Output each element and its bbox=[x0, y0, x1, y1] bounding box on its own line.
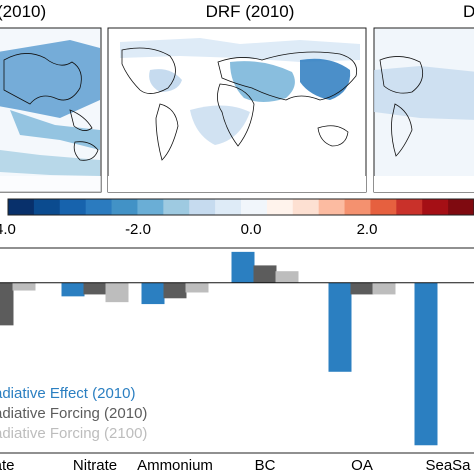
coastline bbox=[69, 109, 93, 131]
antarctica bbox=[0, 176, 101, 192]
x-tick-label: fate bbox=[0, 457, 15, 474]
map-panel-3 bbox=[373, 27, 474, 193]
map-panel-1 bbox=[0, 27, 102, 193]
map-title-3: D bbox=[463, 2, 474, 21]
colorbar-swatch bbox=[318, 199, 346, 215]
colorbar-swatch bbox=[292, 199, 320, 215]
colorbar-label: 2.0 bbox=[357, 221, 378, 238]
map-panels bbox=[0, 27, 474, 193]
bar bbox=[61, 282, 85, 297]
aerosol-field bbox=[10, 110, 100, 150]
colorbar-swatch bbox=[370, 199, 397, 215]
bar bbox=[0, 282, 14, 326]
colorbar-swatch bbox=[137, 199, 164, 215]
map-title-1: (2010) bbox=[0, 2, 46, 21]
legend-entry-1: adiative Effect (2010) bbox=[0, 385, 135, 402]
colorbar-swatch bbox=[396, 199, 423, 215]
x-tick-labels: fate Nitrate Ammonium BC OA SeaSa bbox=[0, 457, 471, 474]
coastline bbox=[3, 53, 82, 105]
coastline-australia bbox=[317, 125, 349, 147]
aerosol-field bbox=[0, 150, 100, 176]
bar bbox=[141, 282, 165, 305]
aerosol-field bbox=[0, 40, 100, 118]
map-titles: (2010) DRF (2010) D bbox=[0, 2, 474, 21]
coastline-north-america bbox=[121, 47, 176, 94]
bar bbox=[231, 251, 255, 283]
aerosol-field bbox=[149, 69, 182, 92]
antarctica bbox=[108, 176, 366, 192]
coastline bbox=[73, 141, 99, 161]
x-tick-label: BC bbox=[255, 457, 276, 474]
colorbar-frame bbox=[7, 198, 474, 216]
bar bbox=[105, 282, 129, 303]
colorbar-swatch bbox=[215, 199, 242, 215]
colorbar-swatch bbox=[111, 199, 138, 215]
coastline bbox=[379, 56, 424, 94]
colorbar-swatch bbox=[85, 199, 113, 215]
colorbar-label: -2.0 bbox=[125, 221, 151, 238]
colorbar-swatch bbox=[189, 199, 216, 215]
colorbar-label: 0.0 bbox=[241, 221, 262, 238]
bar bbox=[350, 282, 374, 295]
bar bbox=[372, 282, 396, 295]
bar bbox=[328, 282, 352, 372]
bar bbox=[163, 282, 187, 299]
x-tick-label: SeaSa bbox=[425, 457, 471, 474]
bar bbox=[275, 271, 299, 283]
colorbar-swatch bbox=[241, 199, 268, 215]
map-title-2: DRF (2010) bbox=[206, 2, 295, 21]
colorbar-swatch bbox=[8, 199, 35, 215]
colorbar-swatch bbox=[266, 199, 294, 215]
coastline bbox=[391, 103, 413, 157]
colorbar-swatch bbox=[344, 199, 371, 215]
x-tick-label: OA bbox=[351, 457, 373, 474]
bar-series bbox=[0, 251, 438, 446]
x-tick-label: Nitrate bbox=[73, 457, 117, 474]
colorbar-labels: 4.0 -2.0 0.0 2.0 bbox=[0, 221, 377, 238]
coastline-africa bbox=[217, 83, 255, 147]
aerosol-field bbox=[230, 61, 295, 102]
aerosol-field bbox=[300, 58, 351, 100]
aerosol-field bbox=[120, 38, 360, 62]
legend-entry-3: adiative Forcing (2100) bbox=[0, 425, 147, 442]
bar bbox=[253, 265, 277, 283]
bar bbox=[12, 282, 36, 291]
bar bbox=[83, 282, 107, 295]
colorbar-swatch bbox=[163, 199, 190, 215]
coastline-eurasia bbox=[217, 51, 358, 101]
colorbar-label: 4.0 bbox=[0, 221, 16, 238]
colorbar-swatch bbox=[422, 199, 449, 215]
coastline-south-america bbox=[155, 103, 179, 161]
colorbar-swatch bbox=[33, 199, 61, 215]
bar bbox=[185, 282, 209, 293]
legend: adiative Effect (2010) adiative Forcing … bbox=[0, 385, 147, 442]
aerosol-field bbox=[374, 66, 474, 120]
map-panel-2 bbox=[107, 27, 367, 193]
aerosol-field bbox=[190, 105, 250, 145]
legend-entry-2: adiative Forcing (2010) bbox=[0, 405, 147, 422]
colorbar-swatch bbox=[448, 199, 474, 215]
colorbar bbox=[7, 198, 474, 216]
antarctica bbox=[374, 176, 474, 192]
x-tick-label: Ammonium bbox=[137, 457, 213, 474]
bar bbox=[414, 282, 438, 446]
colorbar-swatch bbox=[59, 199, 87, 215]
